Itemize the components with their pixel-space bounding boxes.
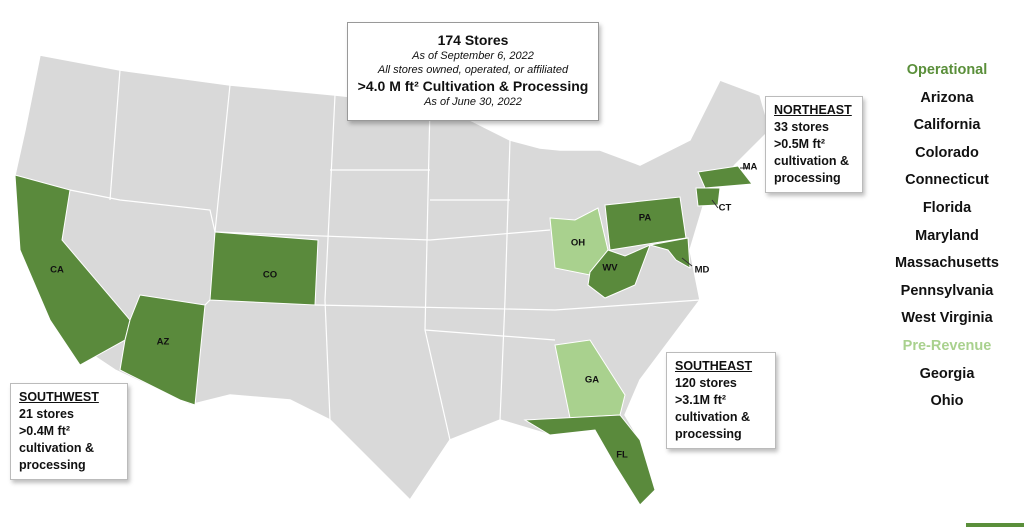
legend-state: Maryland: [915, 227, 979, 244]
state-fl: [523, 414, 656, 506]
region-area: >0.5M ft²: [774, 137, 826, 151]
stores-note: All stores owned, operated, or affiliate…: [377, 64, 569, 76]
state-ga: [554, 339, 626, 419]
us-outline: [14, 54, 771, 507]
region-stores: 21 stores: [19, 407, 74, 421]
region-detail: processing: [675, 427, 742, 441]
region-detail: cultivation &: [774, 154, 850, 168]
summary-box: 174 Stores As of September 6, 2022 All s…: [347, 22, 599, 121]
state-label: CA: [50, 265, 64, 276]
region-area: >3.1M ft²: [675, 393, 727, 407]
region-name: SOUTHEAST: [675, 359, 753, 373]
legend-state: Ohio: [930, 393, 964, 410]
legend-state: Florida: [922, 199, 972, 216]
region-detail: cultivation &: [19, 441, 95, 455]
state-label: MD: [695, 265, 710, 276]
region-detail: cultivation &: [675, 410, 751, 424]
state-label: MA: [743, 162, 758, 173]
region-box: SOUTHWEST 21 stores >0.4M ft² cultivatio…: [10, 383, 128, 480]
state-ma: [697, 165, 753, 189]
state-label: CT: [719, 203, 732, 214]
legend-state: West Virginia: [901, 310, 993, 327]
state-wv: [587, 244, 651, 299]
state-label: PA: [639, 213, 652, 224]
legend-state: Arizona: [920, 89, 974, 106]
legend-state: Massachusetts: [895, 255, 999, 272]
pointer-line: [681, 257, 693, 267]
region-detail: processing: [19, 458, 86, 472]
pointer-line: [711, 199, 719, 209]
legend-state: Connecticut: [905, 172, 989, 189]
state-label: GA: [585, 375, 599, 386]
legend: Operational Arizona California Colorado Conn…: [880, 57, 1014, 416]
stores-date: As of September 6, 2022: [412, 50, 534, 62]
state-az: [119, 294, 206, 406]
state-borders: [69, 69, 701, 441]
state-label: FL: [616, 450, 628, 461]
legend-state: Pennsylvania: [900, 282, 994, 299]
legend-group-title: Operational: [906, 62, 988, 78]
state-co: [209, 231, 319, 306]
state-label: WV: [602, 263, 618, 274]
cultivation-total: >4.0 M ft² Cultivation & Processing: [357, 78, 589, 94]
stores-count: 174 Stores: [437, 32, 509, 48]
legend-group-title: Pre-Revenue: [902, 337, 992, 354]
state-ct: [695, 187, 721, 207]
region-box: SOUTHEAST 120 stores >3.1M ft² cultivati…: [666, 352, 776, 449]
region-name: SOUTHWEST: [19, 390, 99, 404]
accent-bar: [966, 523, 1024, 527]
legend-state: Georgia: [919, 365, 975, 382]
legend-state: California: [913, 117, 981, 134]
state-md: [649, 237, 691, 269]
state-label: AZ: [157, 337, 170, 348]
state-label: OH: [571, 238, 585, 249]
region-area: >0.4M ft²: [19, 424, 71, 438]
cultivation-date: As of June 30, 2022: [424, 96, 522, 108]
region-box: NORTHEAST 33 stores >0.5M ft² cultivatio…: [765, 96, 863, 193]
region-stores: 33 stores: [774, 120, 829, 134]
region-detail: processing: [774, 171, 841, 185]
state-label: CO: [263, 270, 277, 281]
region-name: NORTHEAST: [774, 103, 852, 117]
region-stores: 120 stores: [675, 376, 737, 390]
legend-state: Colorado: [915, 144, 979, 161]
